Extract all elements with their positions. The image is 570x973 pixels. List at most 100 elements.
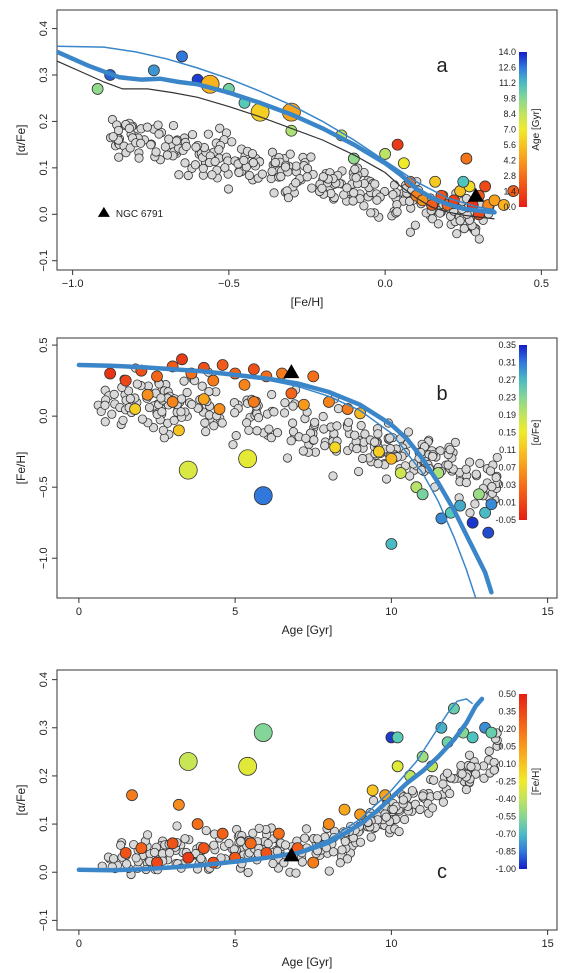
colorbar-tick-label: -1.00 (495, 864, 516, 874)
grey-point (100, 417, 110, 427)
legend-label: NGC 6791 (116, 209, 164, 220)
colorbar-tick-label: -0.25 (495, 777, 516, 787)
grey-point (358, 453, 368, 464)
grey-point (209, 421, 219, 431)
reference-fit-line (57, 60, 495, 220)
y-tick-label: 0.0 (38, 408, 50, 423)
grey-point (280, 162, 291, 172)
grey-point (318, 172, 328, 182)
colored-point (479, 506, 492, 519)
grey-point (124, 123, 135, 133)
colorbar-tick-label: -0.70 (495, 829, 516, 839)
grey-point (307, 183, 317, 193)
grey-point (366, 208, 376, 218)
grey-point (230, 408, 240, 418)
grey-point (263, 838, 273, 849)
grey-point (160, 142, 170, 152)
grey-point (348, 196, 358, 206)
grey-point (217, 418, 227, 428)
colored-point (372, 445, 385, 458)
colored-point (247, 396, 260, 408)
grey-point (243, 867, 253, 878)
grey-point (168, 120, 179, 131)
y-tick-label: −0.1 (38, 910, 50, 932)
grey-point (164, 848, 175, 858)
y-tick-label: 0.4 (38, 21, 50, 36)
colored-point (379, 148, 392, 160)
colorbar-tick-label: 0.03 (498, 480, 516, 490)
grey-point (209, 840, 219, 850)
grey-point (125, 143, 135, 153)
colored-point (172, 798, 185, 811)
colored-point (416, 488, 429, 501)
grey-point (182, 387, 192, 398)
ngc6791-marker-icon (467, 187, 484, 202)
colored-point (178, 460, 198, 480)
grey-point (350, 430, 360, 440)
colorbar-tick-label: 0.23 (498, 393, 516, 403)
grey-point (388, 190, 398, 200)
grey-point (171, 136, 182, 146)
grey-point (214, 145, 224, 155)
colorbar-tick-label: 0.0 (503, 202, 516, 212)
grey-point (471, 469, 481, 479)
colorbar-tick-label: -0.10 (495, 759, 516, 769)
grey-point (337, 845, 347, 855)
colored-point (238, 449, 258, 469)
colorbar-tick-label: 1.4 (503, 187, 516, 197)
colorbar-tick-label: 0.20 (498, 724, 516, 734)
grey-point (359, 201, 369, 211)
grey-point (443, 460, 453, 470)
grey-point (180, 158, 190, 168)
colored-point (482, 526, 495, 539)
grey-point (407, 786, 417, 796)
grey-point (491, 472, 501, 483)
grey-point (302, 164, 313, 174)
colorbar-tick-label: 0.31 (498, 358, 516, 368)
y-tick-label: 0.3 (38, 67, 50, 82)
colorbar-tick-label: 0.19 (498, 410, 516, 420)
thick-fit-line (76, 696, 485, 873)
grey-point (207, 170, 217, 180)
grey-point (162, 150, 172, 160)
marks (57, 45, 520, 244)
grey-point (332, 421, 342, 431)
grey-point (459, 224, 469, 234)
legend-triangle-icon (97, 206, 110, 217)
grey-point (381, 812, 391, 822)
colored-point (466, 731, 479, 744)
y-axis-label: [α/Fe] (14, 125, 28, 156)
grey-point (228, 440, 238, 450)
grey-point (433, 219, 444, 229)
colorbar-title: [α/Fe] (531, 419, 542, 445)
colored-point (497, 199, 510, 211)
colored-point (394, 467, 407, 479)
grey-point (234, 167, 244, 178)
grey-point (335, 858, 345, 868)
colorbar-tick-label: 0.35 (498, 707, 516, 717)
colorbar-tick-label: -0.40 (495, 794, 516, 804)
grey-point (267, 389, 277, 400)
colored-point (507, 185, 520, 197)
grey-point (131, 853, 141, 863)
grey-point (301, 433, 311, 443)
panel-letter: a (436, 55, 448, 77)
grey-point (302, 172, 312, 182)
y-tick-label: 0.0 (38, 865, 50, 880)
colored-point (479, 180, 492, 193)
colored-point (119, 374, 132, 387)
grey-point (328, 471, 338, 481)
grey-point (427, 803, 438, 813)
grey-point (114, 152, 124, 162)
colorbar (519, 694, 527, 869)
grey-point (270, 157, 280, 168)
colorbar-tick-label: 14.0 (498, 47, 516, 57)
grey-point (220, 163, 230, 173)
grey-point (306, 152, 316, 162)
grey-point (461, 464, 471, 474)
grey-point (470, 499, 480, 509)
grey-point (248, 158, 258, 168)
grey-point (466, 761, 476, 772)
colorbar-tick-label: 2.8 (503, 171, 516, 181)
grey-point (356, 420, 366, 431)
